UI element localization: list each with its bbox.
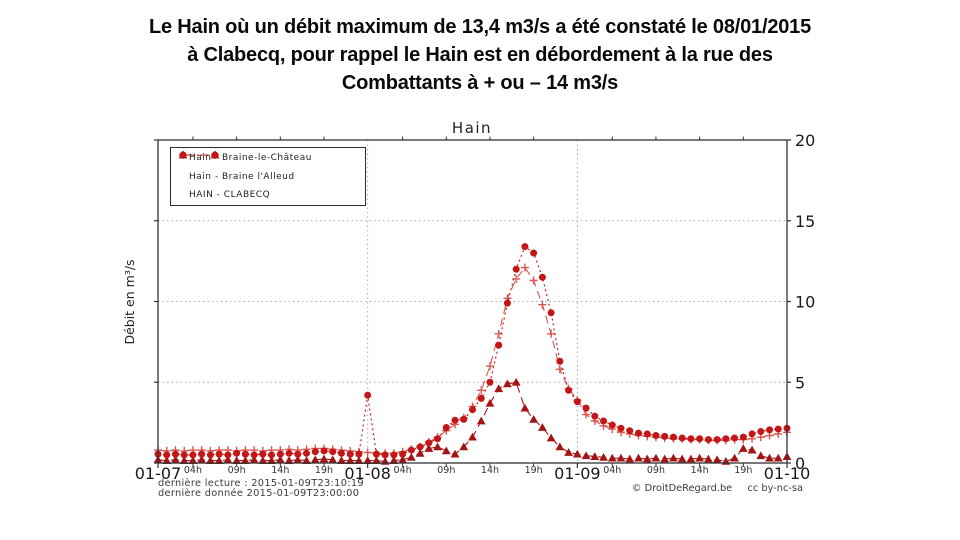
svg-text:14h: 14h <box>691 465 709 476</box>
svg-text:09h: 09h <box>437 465 455 476</box>
legend-label: HAIN - CLABECQ <box>189 190 271 201</box>
y-axis-label: Débit en m³/s <box>122 259 137 344</box>
legend-label: Hain - Braine l'Alleud <box>189 171 295 182</box>
svg-text:01-10: 01-10 <box>764 464 811 483</box>
circle-marker-sample <box>179 151 219 159</box>
chart-title: Hain <box>452 119 492 137</box>
svg-text:09h: 09h <box>228 465 246 476</box>
license-note: cc by-nc-sa <box>747 483 803 494</box>
hain-chart: 0 5 10 15 20 01-07 01-08 01-09 01-10 04h 09h 14h 19h… <box>122 119 816 499</box>
svg-text:01-07: 01-07 <box>135 464 182 483</box>
svg-text:19h: 19h <box>734 465 752 476</box>
page-title: Le Hain où un débit maximum de 13,4 m3/s… <box>0 13 960 97</box>
last-data-note: dernière donnée 2015-01-09T23:00:00 <box>158 487 359 499</box>
legend-item-1: Hain - Braine l'Alleud <box>171 150 365 186</box>
series-1 <box>153 377 792 465</box>
svg-text:14h: 14h <box>481 465 499 476</box>
svg-text:10: 10 <box>795 293 815 312</box>
page-title-line1: Le Hain où un débit maximum de 13,4 m3/s… <box>148 16 812 38</box>
svg-text:5: 5 <box>795 373 805 392</box>
axes: 0 5 10 15 20 01-07 01-08 01-09 01-10 04h 09h 14h 19h… <box>135 131 816 483</box>
svg-text:19h: 19h <box>315 465 333 476</box>
svg-text:14h: 14h <box>271 465 289 476</box>
data-series <box>153 243 792 465</box>
legend-label: Hain - Braine-le-Château <box>189 152 312 163</box>
last-reading-note: dernière lecture : 2015-01-09T23:10:19 <box>158 477 364 489</box>
svg-text:01-09: 01-09 <box>554 464 601 483</box>
gridlines <box>158 140 787 463</box>
svg-text:0: 0 <box>795 454 805 473</box>
svg-text:01-08: 01-08 <box>344 464 391 483</box>
page-title-line3: Combattants à + ou – 14 m3/s <box>341 72 619 94</box>
page-title-line2: à Clabecq, pour rappel le Hain est en dé… <box>187 44 773 66</box>
svg-text:04h: 04h <box>603 465 621 476</box>
series-2 <box>154 243 791 459</box>
hain-chart-panel: 0 5 10 15 20 01-07 01-08 01-09 01-10 04h 09h 14h 19h… <box>120 112 860 510</box>
legend-item-2: HAIN - CLABECQ <box>171 151 365 204</box>
credit-note: © DroitDeRegard.be <box>632 483 732 494</box>
svg-text:09h: 09h <box>647 465 665 476</box>
svg-text:20: 20 <box>795 131 815 150</box>
legend: Hain - Braine-le-Château Hain - Braine l'… <box>170 147 366 206</box>
svg-text:19h: 19h <box>525 465 543 476</box>
svg-text:04h: 04h <box>394 465 412 476</box>
svg-text:04h: 04h <box>184 465 202 476</box>
svg-text:15: 15 <box>795 212 815 231</box>
series-0 <box>154 263 791 458</box>
